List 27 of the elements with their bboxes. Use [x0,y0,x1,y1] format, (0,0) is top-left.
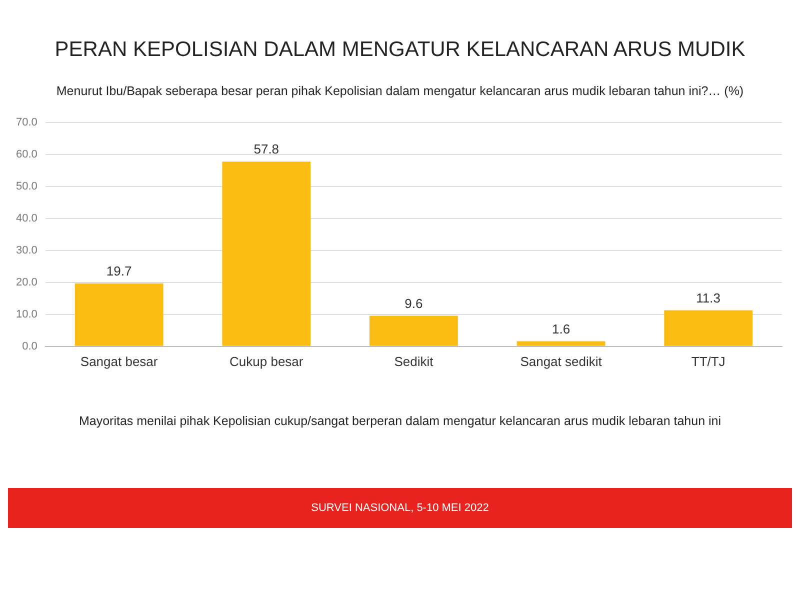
y-tick-label: 0.0 [22,340,38,352]
y-tick-label: 50.0 [16,180,38,193]
bar [370,316,458,346]
x-tick-label: Cukup besar [230,354,304,369]
chart-title: PERAN KEPOLISIAN DALAM MENGATUR KELANCARAN ARUS MUDIK [54,37,746,63]
x-tick-label: Sangat sedikit [520,354,602,369]
y-tick-label: 70.0 [16,116,38,129]
bar [74,283,164,346]
data-label: 1.6 [552,321,570,336]
y-tick-label: 10.0 [16,308,38,320]
bar [222,162,311,346]
x-tick-label: Sangat besar [80,354,158,369]
y-tick-label: 40.0 [16,212,38,225]
text: Mayoritas menilai pihak Kepolisian cukup/sangat berperan dalam mengatur kelancaran arus mudik lebaran tahun ini [78,413,722,430]
bar [664,310,753,346]
data-label: 57.8 [254,142,280,157]
text: SURVEI NASIONAL, 5-10 MEI 2022 [8,488,792,528]
y-tick-label: 60.0 [16,148,38,161]
y-tick-label: 30.0 [16,244,38,257]
x-tick-label: Sedikit [394,354,434,369]
data-label: 19.7 [106,263,132,278]
data-label: 9.6 [404,296,423,311]
bar [516,341,606,346]
data-label: 11.3 [696,290,721,306]
x-tick-label: TT/TJ [691,354,726,369]
y-tick-label: 20.0 [16,276,38,288]
chart-subtitle: Menurut Ibu/Bapak seberapa besar peran pihak Kepolisian dalam mengatur kelancaran arus mudik lebaran tahun ini?… (%) [55,83,745,100]
